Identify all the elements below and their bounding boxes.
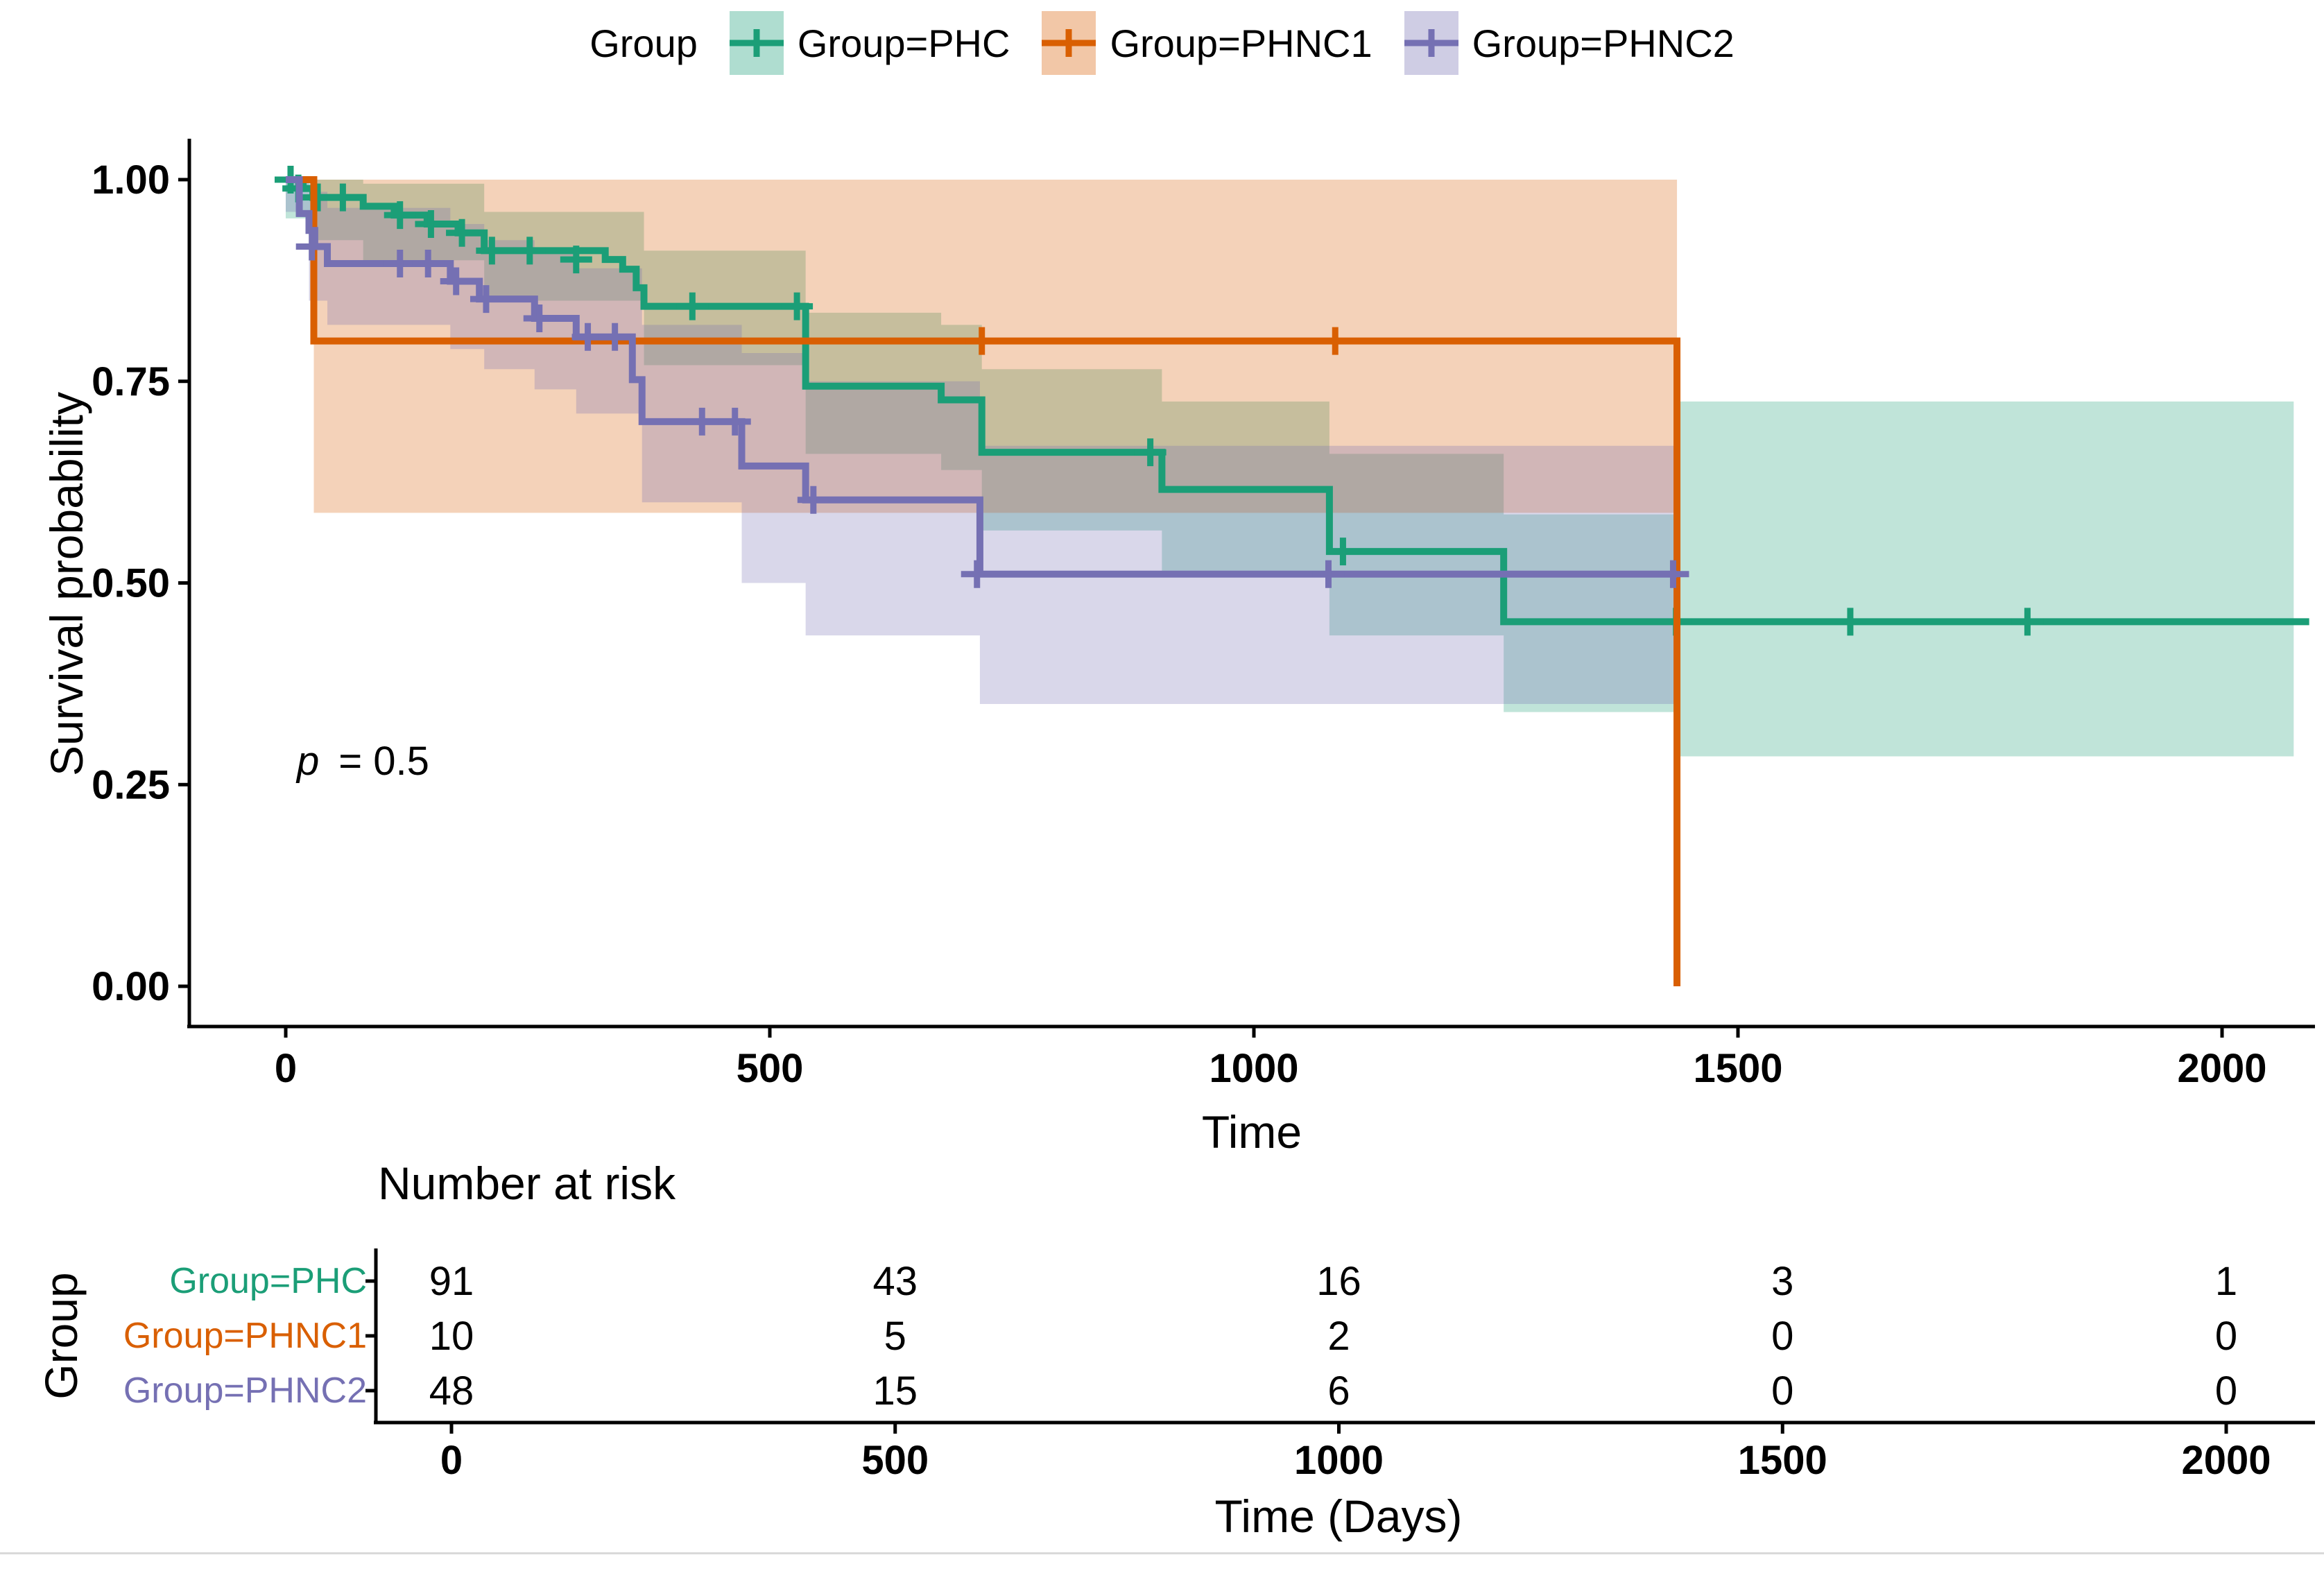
risk-count: 1: [2215, 1259, 2237, 1304]
y-tick-label: 0.25: [92, 762, 170, 807]
risk-count: 3: [1771, 1259, 1793, 1304]
legend: Group Group=PHC Group=PHNC1 Group=: [0, 11, 2324, 75]
risk-count: 48: [429, 1368, 474, 1414]
risk-x-tick-label: 1500: [1738, 1438, 1827, 1483]
p-value-annotation: p = 0.5: [297, 738, 429, 784]
phc-key-icon: [729, 11, 784, 75]
p-value-text: = 0.5: [338, 739, 429, 784]
legend-label-phnc2: Group=PHNC2: [1472, 21, 1735, 65]
x-tick-label: 1500: [1693, 1046, 1782, 1091]
risk-count: 10: [429, 1314, 474, 1359]
risk-row-label-phc: Group=PHC: [169, 1261, 367, 1301]
y-tick-label: 0.75: [92, 359, 170, 404]
bottom-separator: [0, 1552, 2324, 1554]
y-tick-label: 0.00: [92, 964, 170, 1009]
survival-curve-2: [286, 176, 1689, 588]
censor-marks-1: [965, 327, 1352, 355]
risk-x-tick-label: 1000: [1294, 1438, 1384, 1483]
risk-count: 0: [1771, 1368, 1793, 1414]
x-tick-label: 0: [275, 1046, 297, 1091]
risk-count: 91: [429, 1259, 474, 1304]
legend-item-phnc1: Group=PHNC1: [1042, 11, 1372, 75]
risk-count: 2: [1327, 1314, 1350, 1359]
risk-count: 15: [872, 1368, 918, 1414]
risk-x-tick-label: 2000: [2181, 1438, 2271, 1483]
x-tick-label: 2000: [2177, 1046, 2266, 1091]
legend-title: Group: [589, 21, 698, 65]
legend-item-phnc2: Group=PHNC2: [1404, 11, 1735, 75]
x-tick-label: 500: [737, 1046, 804, 1091]
risk-count: 0: [2215, 1368, 2237, 1414]
risk-count: 0: [1771, 1314, 1793, 1359]
legend-item-phc: Group=PHC: [729, 11, 1010, 75]
ci-band-0: [286, 180, 2294, 757]
risk-table-y-title: Group: [35, 1272, 87, 1400]
legend-label-phnc1: Group=PHNC1: [1110, 21, 1372, 65]
x-axis-title: Time: [1201, 1106, 1302, 1158]
ci-band-1: [313, 180, 1678, 513]
risk-count: 5: [884, 1314, 906, 1359]
x-tick-label: 1000: [1209, 1046, 1298, 1091]
risk-x-tick-label: 500: [861, 1438, 929, 1483]
risk-x-tick-label: 0: [440, 1438, 463, 1483]
censor-marks-2: [295, 232, 1689, 588]
p-symbol: p: [297, 739, 320, 784]
risk-count: 16: [1316, 1259, 1361, 1304]
risk-table-title: Number at risk: [378, 1158, 676, 1209]
y-tick-label: 0.50: [92, 561, 170, 606]
risk-count: 6: [1327, 1368, 1350, 1414]
y-tick-label: 1.00: [92, 157, 170, 203]
risk-table: 0 500 1000 1500 2000 91 43 16 3 1 10 5 2 0 0 48 15 6 0 0: [365, 1248, 2315, 1483]
risk-row-label-phnc1: Group=PHNC1: [123, 1316, 367, 1356]
survival-curve-1: [286, 176, 1681, 986]
phnc2-key-icon: [1404, 11, 1458, 75]
risk-count: 43: [872, 1259, 918, 1304]
confidence-bands: [286, 180, 2294, 757]
risk-count: 0: [2215, 1314, 2237, 1359]
y-axis-title: Survival probability: [41, 392, 92, 776]
risk-row-label-phnc2: Group=PHNC2: [123, 1371, 367, 1411]
main-axes: [178, 139, 2315, 1038]
phnc1-key-icon: [1042, 11, 1096, 75]
risk-table-x-title: Time (Days): [1214, 1491, 1463, 1542]
legend-label-phc: Group=PHC: [797, 21, 1010, 65]
